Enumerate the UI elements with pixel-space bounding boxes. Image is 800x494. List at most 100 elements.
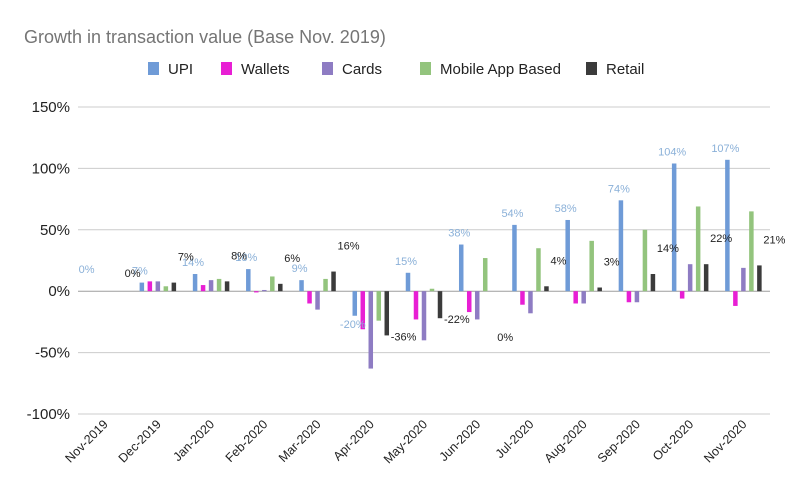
x-tick-label: Apr-2020 <box>331 417 377 463</box>
bar <box>147 281 153 292</box>
legend-label: Retail <box>606 61 644 78</box>
bar <box>224 281 230 292</box>
bar <box>246 269 251 292</box>
legend-item: UPI <box>148 61 193 78</box>
bar <box>171 282 177 292</box>
bar <box>626 291 632 303</box>
data-label: 104% <box>658 146 686 158</box>
x-tick-label: Aug-2020 <box>542 417 590 465</box>
legend-swatch <box>586 62 597 75</box>
bar <box>352 291 358 316</box>
data-label: 0% <box>497 332 513 344</box>
bar <box>520 291 525 305</box>
data-label: 16% <box>338 241 360 253</box>
bar <box>270 276 275 292</box>
data-label: 54% <box>501 208 523 220</box>
y-tick-label: -50% <box>35 345 70 362</box>
legend: UPI Wallets Cards Mobile App Based Retail <box>148 61 644 78</box>
data-label: 14% <box>182 257 204 269</box>
data-label: 0% <box>79 264 95 276</box>
x-tick-label: Nov-2020 <box>701 417 749 465</box>
y-axis-ticks: -100% -50% 0% 50% 100% 150% <box>27 99 70 423</box>
data-label: 74% <box>608 183 630 195</box>
x-tick-label: Dec-2019 <box>116 417 164 465</box>
bar <box>458 244 464 292</box>
bar <box>642 229 648 292</box>
bar <box>163 286 169 292</box>
bar <box>376 291 382 321</box>
data-label: -20% <box>340 319 366 331</box>
bar <box>421 291 427 341</box>
bar <box>368 291 374 369</box>
legend-swatch <box>148 62 159 75</box>
bar <box>679 291 685 299</box>
bar <box>331 271 336 292</box>
data-label: 4% <box>550 255 566 267</box>
bar <box>413 291 419 320</box>
legend-swatch <box>322 62 333 75</box>
bar <box>405 272 411 292</box>
x-tick-label: Jun-2020 <box>437 417 484 464</box>
bar <box>429 288 435 292</box>
data-label: 0% <box>125 268 141 280</box>
data-label: 6% <box>284 253 300 265</box>
data-label: 21% <box>763 234 785 246</box>
x-tick-label: Jan-2020 <box>170 417 217 464</box>
data-label: 38% <box>448 228 470 240</box>
bar <box>437 291 443 319</box>
x-tick-label: Oct-2020 <box>650 417 696 463</box>
bar <box>733 291 738 306</box>
x-tick-label: Sep-2020 <box>595 417 643 465</box>
bar <box>315 291 320 310</box>
bar <box>634 291 640 303</box>
bar <box>573 291 578 304</box>
bar <box>565 219 570 292</box>
data-label: 22% <box>710 233 732 245</box>
bar <box>474 291 480 320</box>
bar <box>695 206 701 292</box>
data-label: 7% <box>178 252 194 264</box>
x-tick-label: Jul-2020 <box>493 417 537 461</box>
bar <box>725 159 730 292</box>
bar <box>192 274 198 292</box>
legend-label: UPI <box>168 61 193 78</box>
bar <box>139 282 145 292</box>
x-axis-ticks: Nov-2019 Dec-2019 Jan-2020 Feb-2020 Mar-2020… <box>63 417 750 466</box>
legend-item: Cards <box>322 61 382 78</box>
legend-swatch <box>221 62 232 75</box>
bar <box>671 163 677 292</box>
data-label: 58% <box>555 203 577 215</box>
bar <box>618 200 624 292</box>
data-label: 8% <box>231 250 247 262</box>
bar <box>741 267 746 292</box>
y-tick-label: 50% <box>40 222 70 239</box>
bar <box>528 291 533 314</box>
bar <box>384 291 390 336</box>
bar <box>482 258 488 292</box>
legend-item: Retail <box>586 61 644 78</box>
bar <box>757 265 762 292</box>
bar <box>749 211 754 292</box>
x-tick-label: Nov-2019 <box>63 417 111 465</box>
x-tick-label: May-2020 <box>381 417 430 466</box>
x-tick-label: Mar-2020 <box>276 417 324 465</box>
bar <box>155 281 161 292</box>
legend-label: Wallets <box>241 61 290 78</box>
legend-swatch <box>420 62 431 75</box>
bar <box>687 264 693 292</box>
y-tick-label: -100% <box>27 406 70 423</box>
bar <box>216 278 222 292</box>
bar <box>254 291 259 293</box>
x-tick-label: Feb-2020 <box>223 417 271 465</box>
data-label: 3% <box>604 257 620 269</box>
bar <box>262 289 267 292</box>
bar <box>466 291 472 313</box>
y-tick-label: 100% <box>32 160 70 177</box>
data-label: 15% <box>395 256 417 268</box>
bar <box>544 286 549 292</box>
legend-label: Mobile App Based <box>440 61 561 78</box>
data-label: 9% <box>292 263 308 275</box>
data-label: 107% <box>711 143 739 155</box>
bar <box>208 280 214 292</box>
bar <box>299 280 304 292</box>
